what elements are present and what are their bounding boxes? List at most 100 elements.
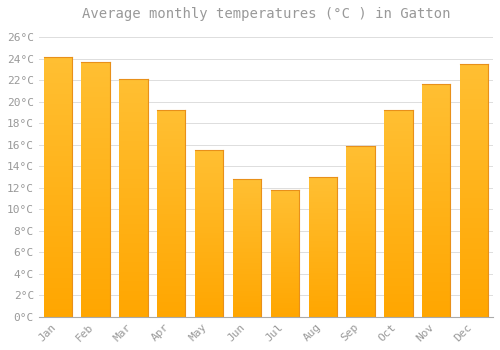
Bar — [82, 72, 110, 75]
Bar — [384, 300, 412, 302]
Bar — [384, 205, 412, 207]
Bar — [270, 261, 299, 262]
Bar — [460, 236, 488, 238]
Bar — [157, 187, 186, 189]
Bar — [119, 298, 148, 300]
Bar — [119, 295, 148, 298]
Bar — [460, 160, 488, 162]
Bar — [270, 209, 299, 210]
Bar — [422, 203, 450, 205]
Bar — [233, 201, 261, 203]
Bar — [44, 151, 72, 153]
Bar — [82, 263, 110, 266]
Bar — [233, 214, 261, 215]
Bar — [346, 195, 375, 197]
Bar — [460, 102, 488, 104]
Bar — [422, 133, 450, 135]
Bar — [460, 99, 488, 102]
Bar — [44, 312, 72, 314]
Bar — [82, 69, 110, 72]
Bar — [346, 260, 375, 262]
Bar — [422, 173, 450, 175]
Bar — [119, 286, 148, 288]
Bar — [422, 289, 450, 291]
Bar — [119, 305, 148, 307]
Bar — [460, 130, 488, 132]
Bar — [195, 217, 224, 218]
Bar — [233, 186, 261, 187]
Bar — [195, 163, 224, 165]
Bar — [233, 215, 261, 216]
Bar — [270, 215, 299, 217]
Bar — [44, 309, 72, 312]
Bar — [233, 266, 261, 267]
Bar — [460, 276, 488, 279]
Bar — [82, 128, 110, 131]
Bar — [82, 194, 110, 197]
Bar — [384, 203, 412, 205]
Bar — [422, 259, 450, 261]
Bar — [119, 122, 148, 124]
Bar — [157, 243, 186, 245]
Bar — [422, 273, 450, 275]
Bar — [119, 257, 148, 260]
Bar — [157, 275, 186, 278]
Bar — [119, 96, 148, 98]
Bar — [195, 162, 224, 163]
Bar — [270, 300, 299, 302]
Bar — [82, 176, 110, 179]
Bar — [119, 181, 148, 184]
Bar — [384, 255, 412, 257]
Bar — [270, 289, 299, 290]
Bar — [44, 267, 72, 270]
Bar — [44, 114, 72, 117]
Bar — [346, 192, 375, 194]
Bar — [44, 205, 72, 208]
Bar — [119, 193, 148, 196]
Bar — [270, 279, 299, 280]
Bar — [82, 312, 110, 314]
Bar — [195, 205, 224, 207]
Bar — [195, 157, 224, 158]
Bar — [270, 304, 299, 306]
Bar — [44, 86, 72, 89]
Bar — [346, 296, 375, 298]
Bar — [270, 234, 299, 236]
Bar — [384, 304, 412, 307]
Bar — [119, 314, 148, 317]
Bar — [460, 94, 488, 97]
Bar — [384, 197, 412, 199]
Bar — [308, 181, 337, 182]
Bar — [422, 291, 450, 294]
Bar — [308, 311, 337, 313]
Bar — [346, 159, 375, 161]
Bar — [346, 209, 375, 211]
Bar — [82, 131, 110, 133]
Bar — [308, 215, 337, 216]
Bar — [384, 172, 412, 174]
Bar — [82, 228, 110, 230]
Bar — [384, 309, 412, 310]
Bar — [119, 79, 148, 82]
Bar — [157, 296, 186, 298]
Bar — [384, 218, 412, 220]
Bar — [270, 240, 299, 242]
Bar — [82, 75, 110, 77]
Bar — [308, 194, 337, 195]
Bar — [308, 278, 337, 279]
Bar — [157, 220, 186, 222]
Bar — [195, 292, 224, 293]
Bar — [157, 309, 186, 310]
Bar — [157, 265, 186, 267]
Bar — [346, 231, 375, 233]
Bar — [270, 242, 299, 243]
Bar — [460, 112, 488, 114]
Bar — [44, 127, 72, 130]
Bar — [82, 217, 110, 220]
Bar — [346, 204, 375, 205]
Bar — [346, 182, 375, 183]
Bar — [384, 133, 412, 135]
Bar — [270, 288, 299, 289]
Bar — [346, 158, 375, 159]
Bar — [195, 290, 224, 292]
